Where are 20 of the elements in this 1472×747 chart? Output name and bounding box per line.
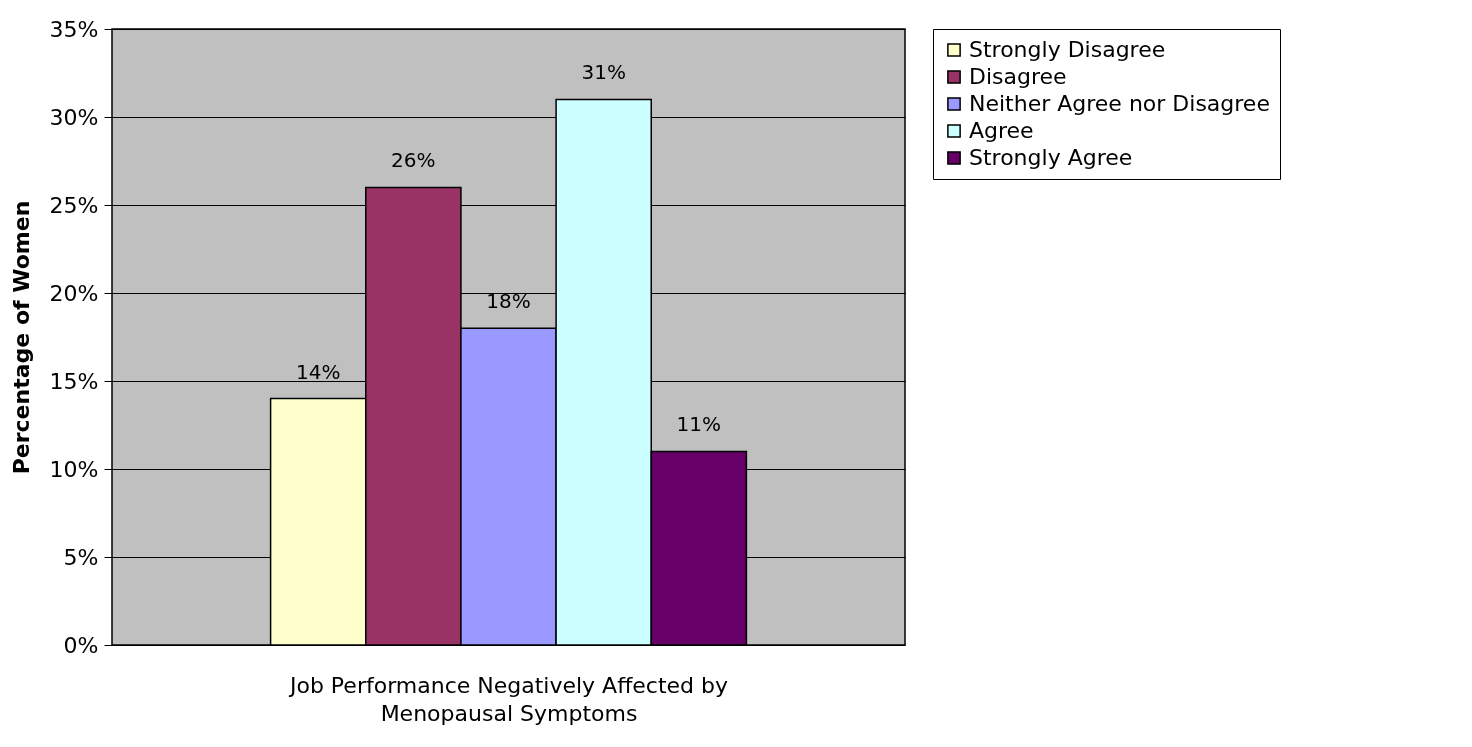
y-tick-label: 30% <box>49 104 99 130</box>
data-label: 14% <box>295 359 341 384</box>
y-tick-label: 0% <box>63 632 99 658</box>
y-tick-label: 35% <box>49 16 99 42</box>
legend-label: Disagree <box>969 64 1067 89</box>
legend-label: Neither Agree nor Disagree <box>969 91 1270 116</box>
legend-label: Agree <box>969 118 1034 143</box>
y-tick-label: 15% <box>49 368 99 394</box>
x-axis-title: Job Performance Negatively Affected by Menopausal Symptoms <box>287 672 729 726</box>
y-tick-label: 10% <box>49 456 99 482</box>
y-axis-title: Percentage of Women <box>8 200 34 475</box>
data-label: 31% <box>581 60 626 85</box>
data-label: 26% <box>391 148 436 173</box>
legend-label: Strongly Agree <box>969 145 1133 170</box>
y-tick-label: 20% <box>49 280 99 306</box>
y-tick-label: 25% <box>49 192 99 218</box>
legend-label: Strongly Disagree <box>969 37 1166 62</box>
data-label: 11% <box>676 412 722 437</box>
y-tick-label: 5% <box>63 544 99 570</box>
data-label: 18% <box>486 289 531 314</box>
